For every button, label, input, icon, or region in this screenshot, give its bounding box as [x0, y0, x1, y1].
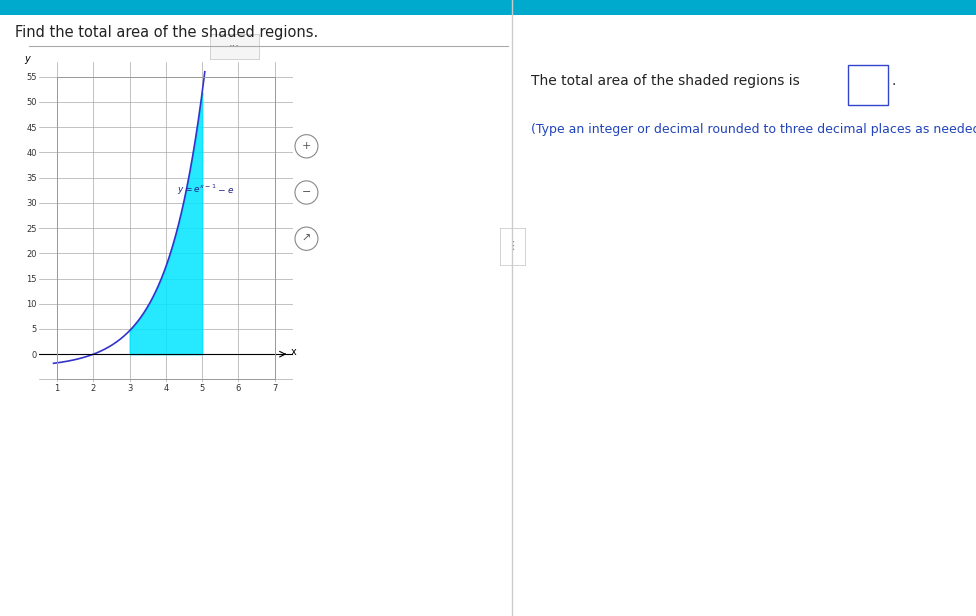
- Text: +: +: [302, 141, 311, 152]
- Bar: [58, 77, 274, 379]
- Text: The total area of the shaded regions is: The total area of the shaded regions is: [531, 74, 800, 88]
- Text: ↗: ↗: [302, 233, 311, 244]
- Text: −: −: [302, 187, 311, 198]
- Text: ⋮: ⋮: [507, 241, 518, 251]
- Text: $- \ e$: $- \ e$: [217, 186, 234, 195]
- Text: Find the total area of the shaded regions.: Find the total area of the shaded region…: [15, 25, 318, 39]
- Text: (Type an integer or decimal rounded to three decimal places as needed.): (Type an integer or decimal rounded to t…: [531, 123, 976, 136]
- FancyBboxPatch shape: [848, 65, 888, 105]
- Text: ···: ···: [228, 41, 240, 51]
- Text: .: .: [891, 74, 896, 88]
- Text: $y = e^{x-1}$: $y = e^{x-1}$: [177, 182, 217, 197]
- Text: x: x: [291, 347, 297, 357]
- Text: y: y: [24, 54, 30, 64]
